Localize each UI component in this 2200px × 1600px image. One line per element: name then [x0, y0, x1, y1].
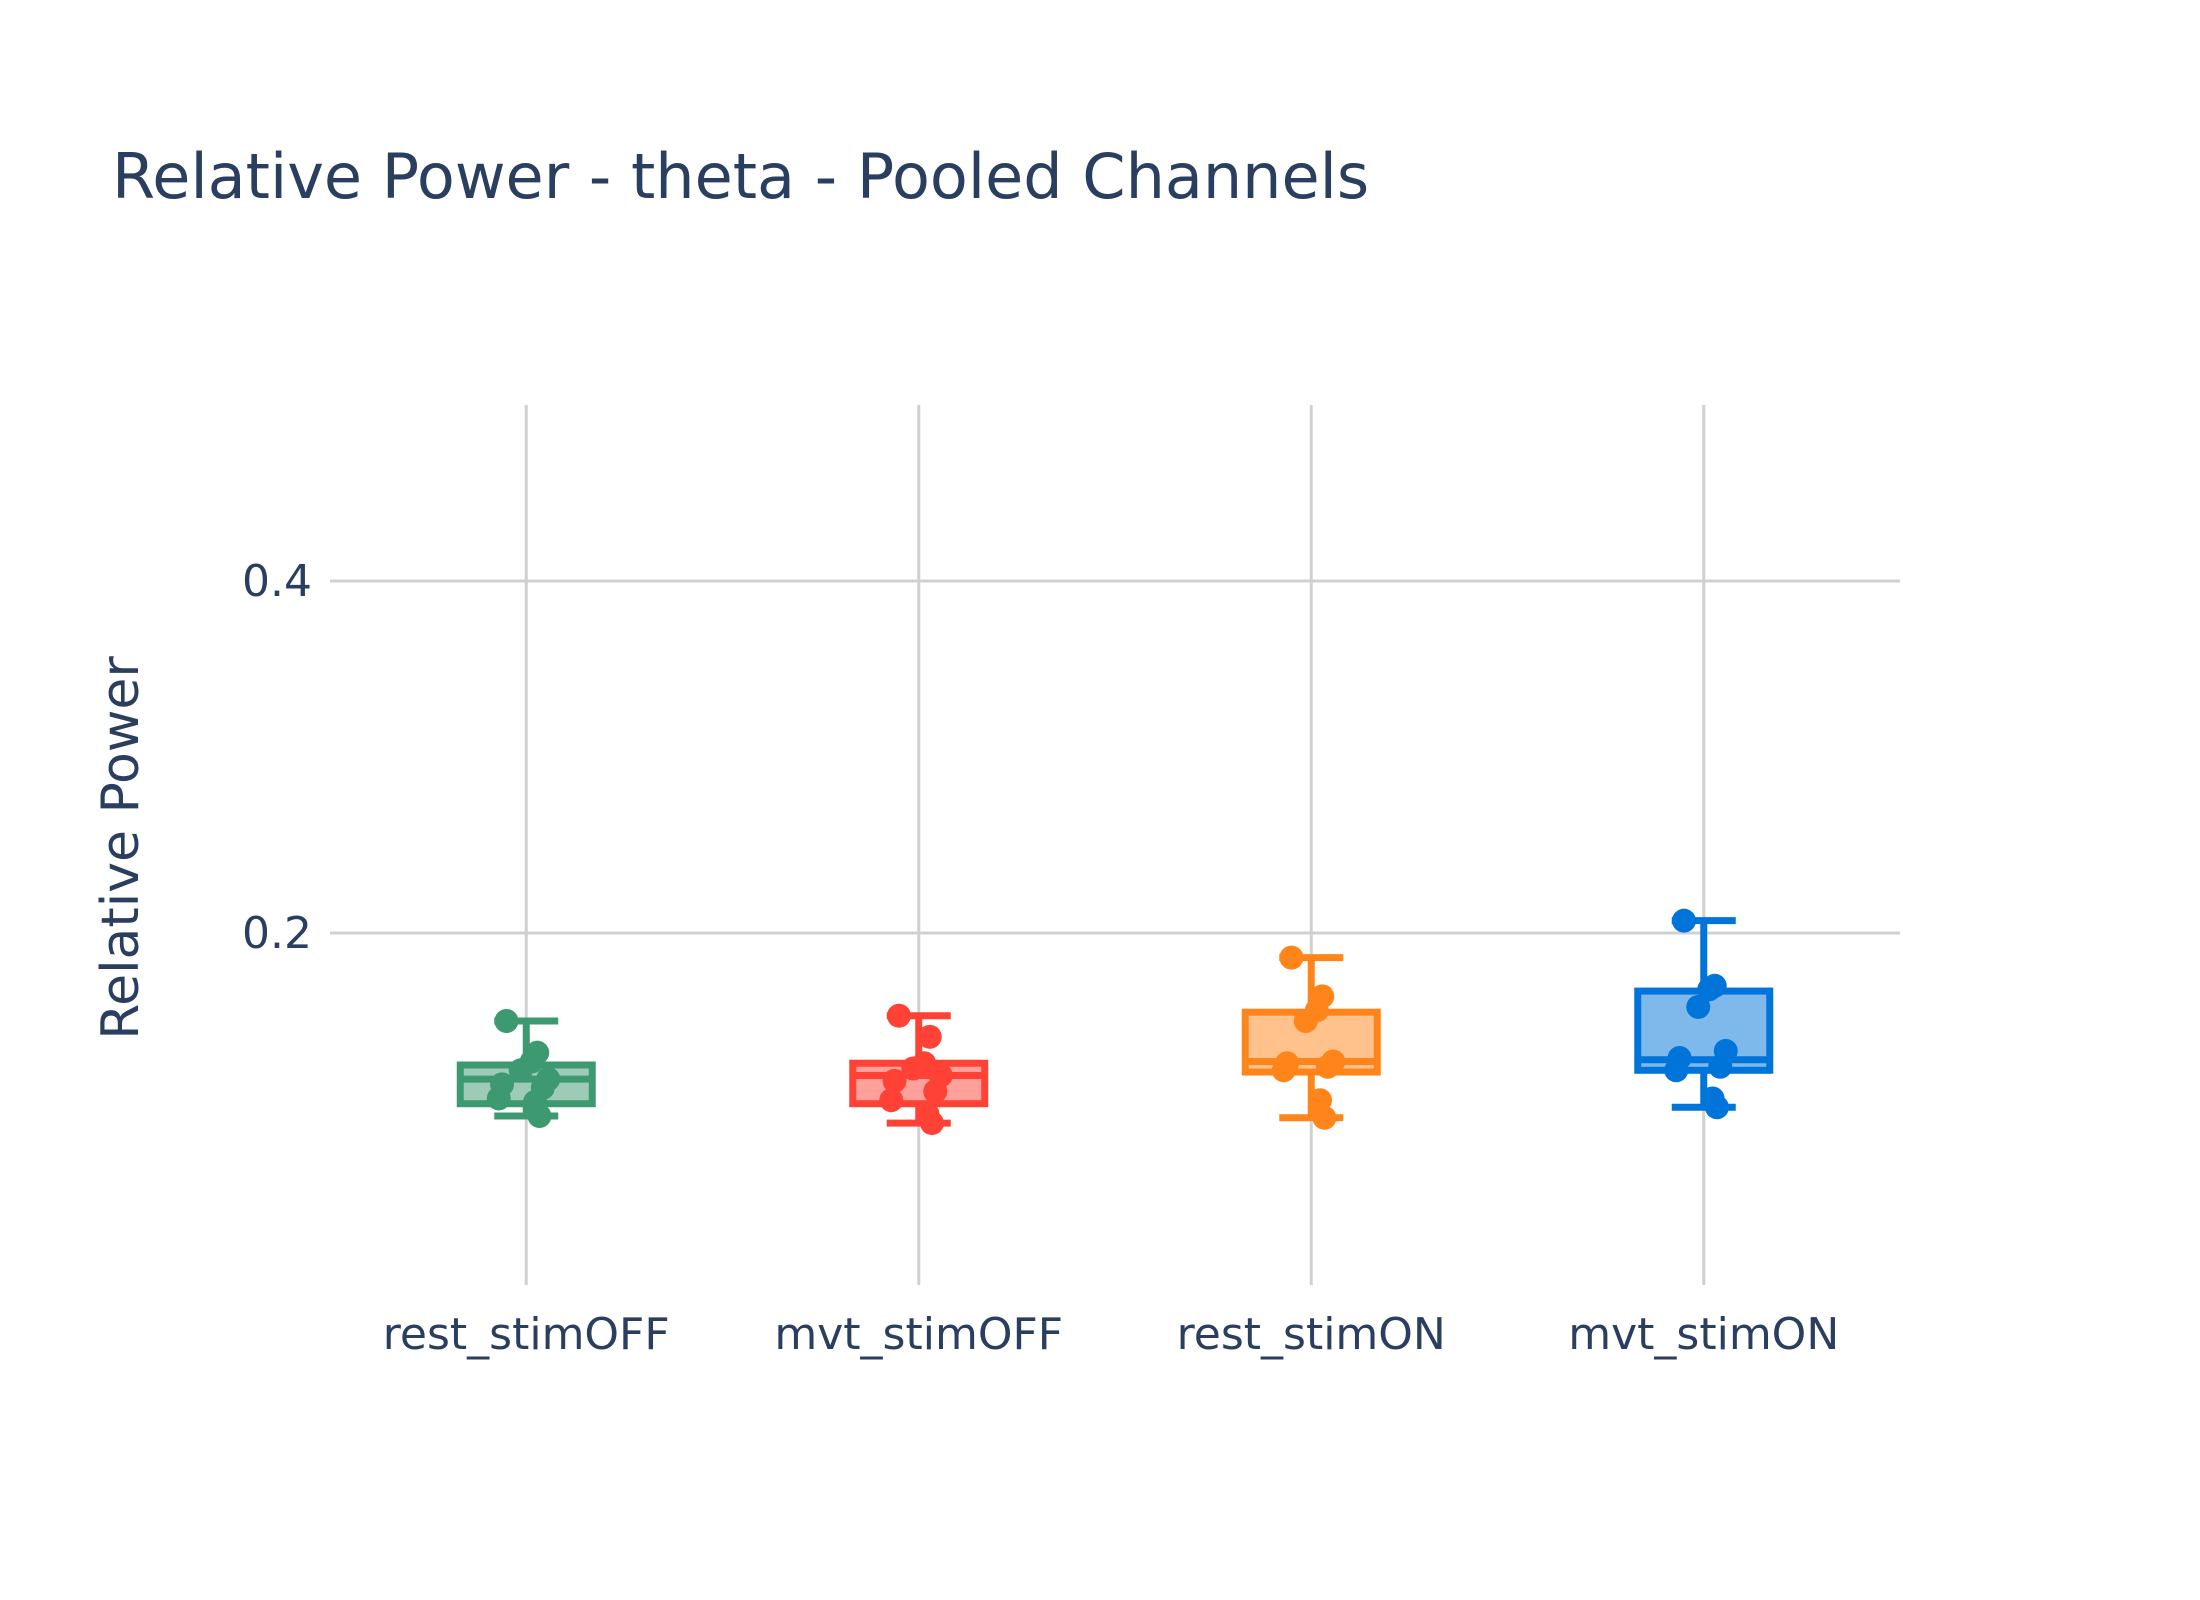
x-tick-labels: rest_stimOFF mvt_stimOFF rest_stimON mvt_st…	[383, 1309, 1839, 1360]
y-tick-labels: 0.2 0.4	[242, 556, 312, 959]
x-tick-label: mvt_stimOFF	[774, 1309, 1063, 1360]
data-point	[486, 1086, 511, 1111]
data-point	[1293, 1009, 1318, 1033]
data-point	[901, 1056, 926, 1081]
data-point	[886, 1003, 911, 1028]
y-tick-label: 0.4	[242, 556, 312, 607]
box-trace-rest_stimON[interactable]	[1241, 945, 1381, 1130]
box-traces	[456, 908, 1774, 1136]
data-point	[1697, 977, 1722, 1002]
data-point	[494, 1009, 519, 1033]
box-trace-rest_stimOFF[interactable]	[456, 1009, 596, 1129]
data-point	[1279, 945, 1304, 970]
y-tick-label: 0.2	[242, 908, 312, 959]
data-point	[1708, 1054, 1733, 1079]
box-trace-mvt_stimON[interactable]	[1634, 908, 1774, 1120]
data-point	[917, 1024, 942, 1049]
data-point	[1704, 1095, 1729, 1120]
data-point	[1315, 1054, 1340, 1079]
data-point	[1671, 908, 1696, 933]
data-point	[919, 1111, 944, 1136]
data-point	[879, 1088, 904, 1113]
data-point	[1686, 994, 1711, 1019]
data-point	[1312, 1105, 1337, 1130]
x-tick-label: rest_stimON	[1177, 1309, 1446, 1360]
data-point	[508, 1058, 533, 1083]
x-tick-label: rest_stimOFF	[383, 1309, 670, 1360]
y-axis-title: Relative Power	[91, 656, 151, 1040]
x-tick-label: mvt_stimON	[1568, 1309, 1839, 1360]
chart-title: Relative Power - theta - Pooled Channels	[112, 140, 1369, 213]
data-point	[923, 1079, 948, 1104]
data-point	[1271, 1058, 1296, 1083]
data-point	[882, 1068, 907, 1093]
data-point	[527, 1104, 552, 1129]
box-trace-mvt_stimOFF[interactable]	[849, 1003, 989, 1136]
grid-layer	[330, 405, 1900, 1285]
data-point	[1664, 1058, 1689, 1083]
